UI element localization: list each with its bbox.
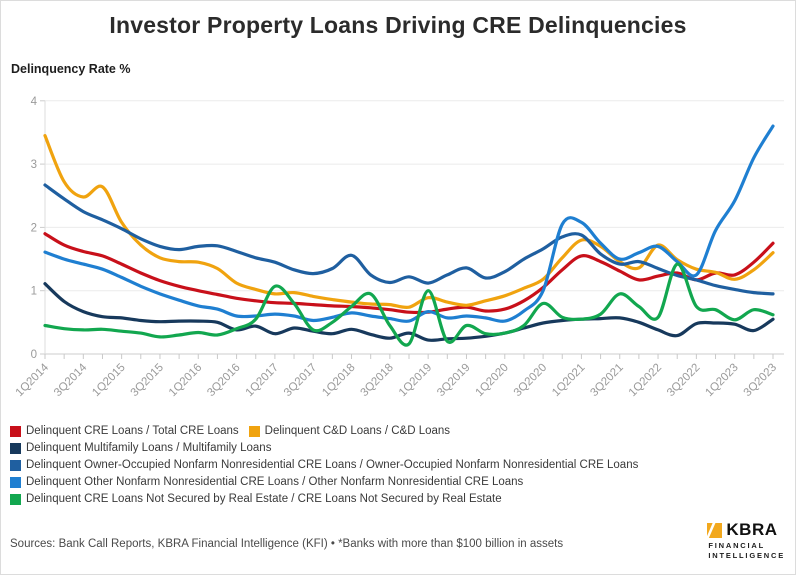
x-tick-label-3Q2023: 3Q2023	[742, 362, 779, 399]
x-tick-label-1Q2021: 1Q2021	[550, 362, 587, 399]
y-tick-label-3: 3	[31, 159, 37, 171]
legend-swatch-0	[10, 426, 21, 437]
kbra-logo-icon	[707, 522, 723, 538]
legend-label-0: Delinquent CRE Loans / Total CRE Loans	[26, 425, 239, 437]
y-tick-label-1: 1	[31, 286, 37, 298]
page-title: Investor Property Loans Driving CRE Deli…	[109, 12, 687, 38]
x-tick-label-3Q2018: 3Q2018	[359, 362, 396, 399]
x-tick-label-3Q2016: 3Q2016	[205, 362, 242, 399]
legend-row-1: Delinquent Multifamily Loans / Multifami…	[10, 441, 638, 456]
x-tick-label-1Q2016: 1Q2016	[167, 362, 204, 399]
y-tick-label-0: 0	[31, 349, 37, 361]
legend-item-2: Delinquent Multifamily Loans / Multifami…	[10, 441, 271, 456]
x-tick-label-1Q2014: 1Q2014	[14, 361, 52, 399]
legend-label-2: Delinquent Multifamily Loans / Multifami…	[26, 442, 272, 454]
legend-item-0: Delinquent CRE Loans / Total CRE Loans	[10, 424, 239, 439]
series-line-1	[43, 134, 775, 310]
legend-swatch-4	[10, 477, 21, 488]
legend-row-3: Delinquent Other Nonfarm Nonresidential …	[10, 475, 638, 490]
series-line-4	[43, 124, 775, 323]
legend-row-2: Delinquent Owner-Occupied Nonfarm Nonres…	[10, 458, 638, 473]
legend-swatch-3	[10, 460, 21, 471]
legend-item-4: Delinquent Other Nonfarm Nonresidential …	[10, 475, 523, 490]
legend-item-5: Delinquent CRE Loans Not Secured by Real…	[10, 492, 502, 507]
x-tick-label-3Q2014: 3Q2014	[52, 361, 90, 399]
legend-label-5: Delinquent CRE Loans Not Secured by Real…	[26, 493, 502, 505]
legend-item-3: Delinquent Owner-Occupied Nonfarm Nonres…	[10, 458, 638, 473]
x-tick-label-1Q2018: 1Q2018	[320, 362, 357, 399]
x-tick-label-1Q2020: 1Q2020	[473, 362, 510, 399]
kbra-logo-name: KBRA	[726, 520, 778, 539]
legend-swatch-2	[10, 443, 21, 454]
legend-row-4: Delinquent CRE Loans Not Secured by Real…	[10, 492, 638, 507]
x-tick-label-1Q2017: 1Q2017	[244, 362, 281, 399]
legend-swatch-1	[248, 426, 260, 437]
kbra-logo-line1: FINANCIAL	[708, 541, 766, 550]
x-tick-label-3Q2017: 3Q2017	[282, 362, 319, 399]
y-tick-label-2: 2	[31, 222, 37, 234]
x-tick-label-3Q2022: 3Q2022	[665, 362, 702, 399]
x-tick-label-1Q2015: 1Q2015	[90, 362, 127, 399]
legend-label-3: Delinquent Owner-Occupied Nonfarm Nonres…	[26, 459, 639, 471]
series-line-2	[43, 282, 775, 342]
y-axis-title: Delinquency Rate %	[11, 62, 131, 76]
legend-label-4: Delinquent Other Nonfarm Nonresidential …	[26, 476, 524, 488]
x-tick-label-3Q2015: 3Q2015	[129, 362, 166, 399]
kbra-logo-line2: INTELLIGENCE	[708, 551, 785, 560]
series-line-3	[43, 183, 775, 296]
legend-item-1: Delinquent C&D Loans / C&D Loans	[248, 424, 451, 439]
x-tick-label-1Q2023: 1Q2023	[703, 362, 740, 399]
x-tick-label-1Q2022: 1Q2022	[627, 362, 664, 399]
legend: Delinquent CRE Loans / Total CRE Loans De…	[10, 424, 638, 507]
x-tick-label-3Q2019: 3Q2019	[435, 362, 472, 399]
x-tick-label-1Q2019: 1Q2019	[397, 362, 434, 399]
legend-swatch-5	[10, 494, 21, 505]
legend-row-0: Delinquent CRE Loans / Total CRE Loans De…	[10, 424, 638, 439]
source-note: Sources: Bank Call Reports, KBRA Financi…	[10, 538, 564, 550]
kbra-logo: KBRA FINANCIAL INTELLIGENCE	[707, 520, 785, 560]
x-tick-label-3Q2021: 3Q2021	[588, 362, 625, 399]
y-tick-label-4: 4	[31, 96, 38, 108]
legend-label-1: Delinquent C&D Loans / C&D Loans	[264, 425, 451, 437]
x-tick-label-3Q2020: 3Q2020	[512, 362, 549, 399]
series-line-5	[43, 262, 775, 347]
series-line-0	[43, 232, 775, 315]
